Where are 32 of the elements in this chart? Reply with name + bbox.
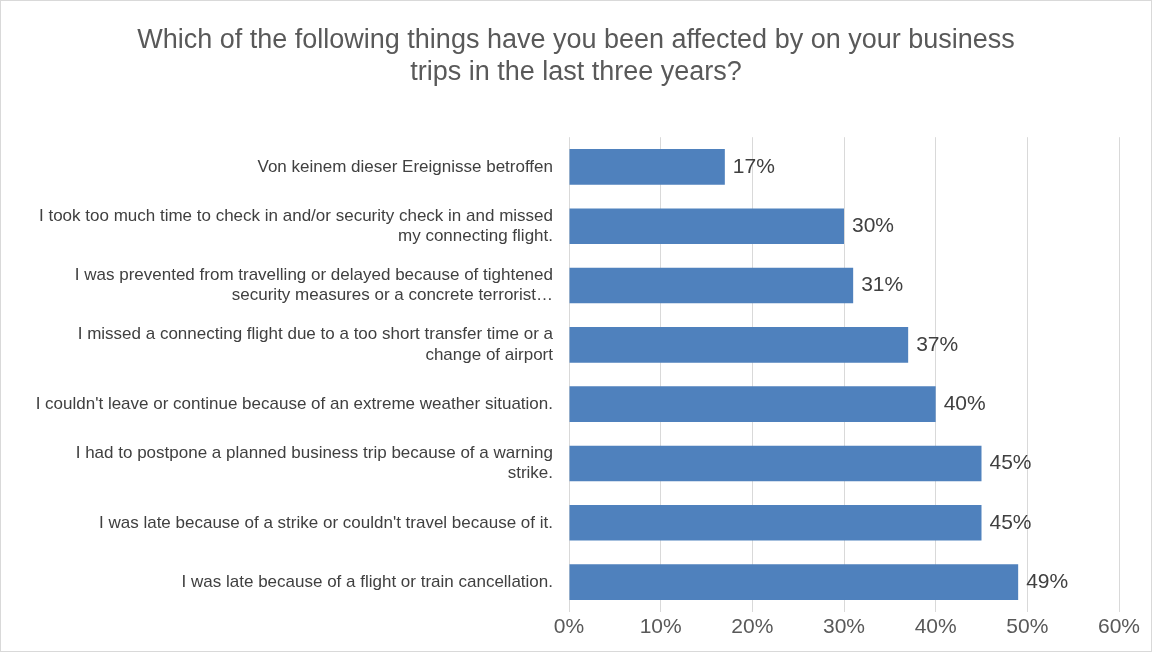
data-label: 37%: [916, 331, 959, 355]
y-tick-label: I was late because of a strike or couldn't travel because of it.: [99, 512, 553, 532]
x-tick-label: 20%: [731, 614, 774, 638]
bar: [569, 208, 844, 244]
bar: [569, 386, 936, 422]
x-tick-label: 0%: [553, 614, 585, 638]
y-tick-label: I missed a connecting flight due to a too short transfer time or a change of airport: [77, 324, 554, 364]
x-tick-label: 10%: [639, 614, 682, 638]
y-tick-label: I was late because of a flight or train cancellation.: [181, 571, 553, 591]
x-tick-label: 50%: [1006, 614, 1049, 638]
data-label: 49%: [1026, 568, 1069, 592]
y-tick-label: I took too much time to check in and/or security check in and missed my connecting flight.: [38, 205, 553, 246]
data-label: 40%: [943, 390, 986, 414]
bar: [569, 505, 982, 541]
y-tick-label: Von keinem dieser Ereignisse betroffen: [257, 156, 553, 176]
y-tick-label: I couldn't leave or continue because of an extreme weather situation.: [35, 393, 553, 413]
bar: [569, 267, 854, 304]
data-label: 45%: [989, 450, 1032, 474]
bar: [569, 564, 1019, 600]
x-tick-label: 60%: [1097, 614, 1141, 638]
chart-title: Which of the following things have you been affected by on your business trips in the last three years?: [136, 23, 1016, 87]
bar: [569, 149, 725, 185]
data-label: 45%: [989, 509, 1032, 533]
bar: [569, 445, 982, 482]
y-tick-label: I was prevented from travelling or delayed because of tightened security measures or a concrete terrorist…: [74, 265, 553, 305]
data-label: 17%: [732, 153, 775, 177]
x-tick-label: 40%: [914, 614, 957, 638]
x-tick-label: 30%: [822, 614, 866, 638]
data-label: 31%: [861, 272, 904, 296]
data-label: 30%: [852, 212, 895, 236]
y-tick-label: I had to postpone a planned business trip because of a warning strike.: [75, 442, 553, 483]
bar: [569, 327, 909, 363]
